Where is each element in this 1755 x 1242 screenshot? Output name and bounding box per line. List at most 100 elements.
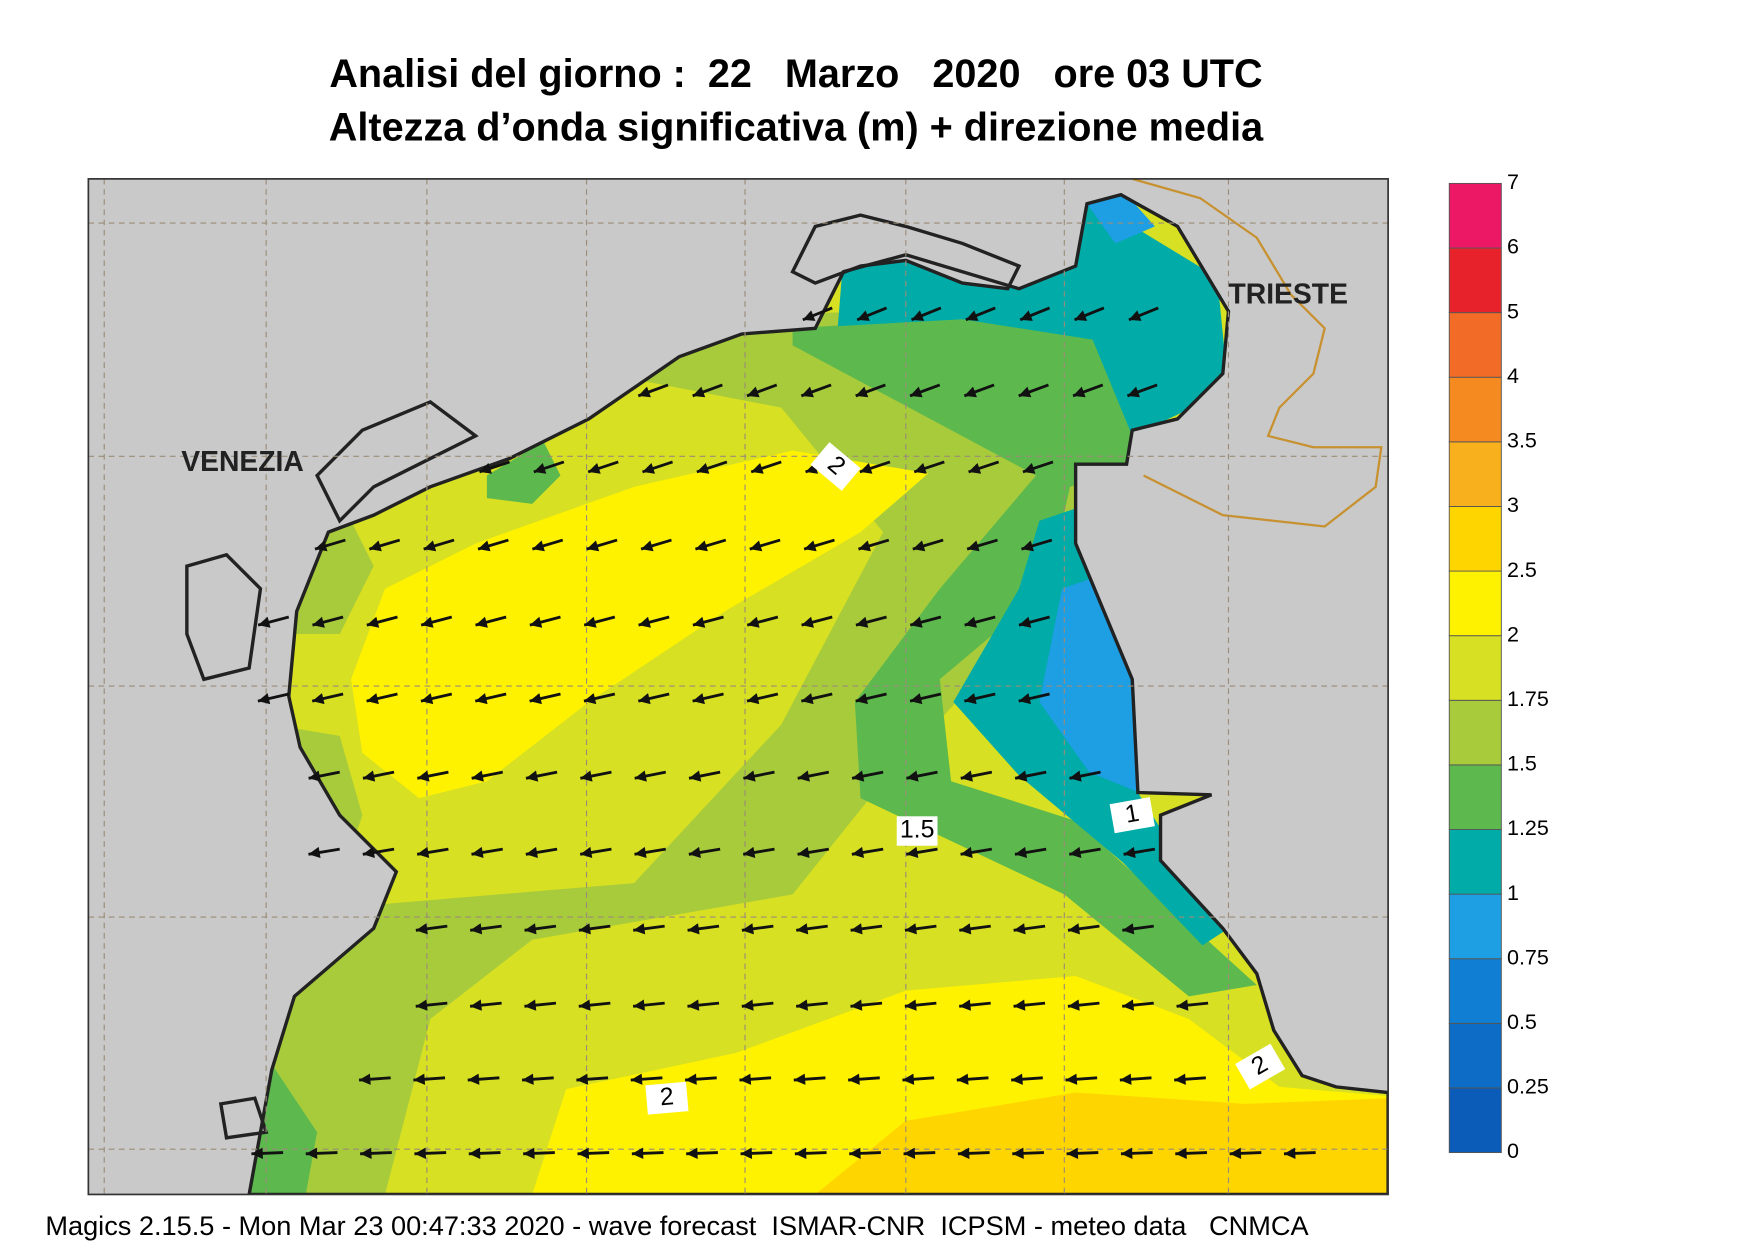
title-line: Analisi del giorno : 22 Marzo 2020 ore 0… <box>329 52 1262 96</box>
colorbar-label: 1.5 <box>1507 752 1537 776</box>
arrow-head <box>583 693 597 705</box>
arrow-head <box>251 1147 263 1159</box>
arrow-head <box>314 540 328 552</box>
contour-label-text: 1 <box>1123 799 1141 829</box>
place-label: VENEZIA <box>181 445 304 477</box>
contour-label: 2 <box>810 442 861 491</box>
arrow-head <box>859 462 873 474</box>
arrow-head <box>1176 999 1189 1011</box>
border <box>1131 178 1383 528</box>
colorbar-segment <box>1448 376 1502 443</box>
arrow-head <box>1119 1073 1132 1085</box>
contour-label: 2 <box>1235 1043 1286 1090</box>
arrow-head <box>475 693 488 705</box>
arrow-head <box>577 1147 590 1159</box>
colorbar-label: 1.25 <box>1507 816 1549 840</box>
arrow-head <box>804 540 817 552</box>
arrow-head <box>584 616 597 628</box>
arrow-head <box>692 616 706 628</box>
contour-labels: 2 1.5 1 2 2 <box>645 442 1286 1115</box>
arrow-head <box>529 693 542 705</box>
arrow-head <box>801 616 814 628</box>
arrow-head <box>855 693 868 705</box>
arrow-head <box>369 540 382 552</box>
arrow-head <box>633 999 645 1011</box>
arrow-head <box>858 540 871 552</box>
arrow-head <box>749 540 763 552</box>
arrow-head <box>793 1073 806 1085</box>
colorbar-segment <box>1448 635 1502 701</box>
arrow-head <box>415 999 428 1011</box>
arrow-head <box>420 693 434 705</box>
arrow-head <box>1123 846 1136 859</box>
arrow-head <box>848 1073 860 1085</box>
arrow-head <box>308 846 321 859</box>
arrow-head <box>641 540 654 552</box>
arrow-head <box>689 770 702 782</box>
arrow-head <box>696 462 710 474</box>
arrow-head <box>630 1073 643 1085</box>
arrow-head <box>423 540 437 552</box>
arrow-head <box>638 693 651 705</box>
colorbar-label: 0.5 <box>1507 1010 1537 1034</box>
contour-label-bg <box>1235 1043 1286 1090</box>
colorbar-label: 0.75 <box>1507 945 1549 969</box>
graticule <box>88 178 1389 1195</box>
arrow-head <box>964 616 977 628</box>
colorbar-label: 2.5 <box>1507 558 1537 582</box>
arrow-head <box>1067 923 1080 935</box>
arrow-head <box>852 770 865 782</box>
arrow-head <box>910 616 923 628</box>
arrow-head <box>638 616 651 628</box>
arrow-head <box>580 770 593 782</box>
arrow-head <box>588 462 601 474</box>
arrow-head <box>362 770 376 782</box>
arrow-head <box>1013 923 1026 935</box>
arrow-head <box>576 1073 589 1085</box>
arrow-head <box>366 693 379 705</box>
arrow-head <box>417 770 430 782</box>
arrow-head <box>796 923 809 935</box>
arrow-head <box>964 693 977 705</box>
arrow-head <box>586 540 600 552</box>
contour-label: 1 <box>1109 797 1155 834</box>
colorbar-segment <box>1448 570 1502 637</box>
arrow-head <box>959 999 972 1011</box>
arrow-head <box>529 616 543 628</box>
arrow-head <box>1069 770 1082 782</box>
arrow-head <box>849 1147 861 1159</box>
arrow-head <box>1122 999 1135 1011</box>
arrow-head <box>751 462 764 474</box>
arrow-head <box>850 999 863 1011</box>
arrow-head <box>479 462 492 474</box>
arrow-head <box>912 540 926 552</box>
arrow-head <box>692 693 705 705</box>
arrow-head <box>910 386 923 398</box>
arrow-head <box>478 540 491 552</box>
arrow-head <box>580 846 593 859</box>
arrow-head <box>578 923 591 935</box>
arrow-head <box>471 846 484 859</box>
arrow-head <box>802 310 816 321</box>
colorbar-segment <box>1448 958 1502 1024</box>
arrow-head <box>695 540 708 552</box>
colorbar-segment <box>1448 1022 1502 1089</box>
colorbar-segment <box>1448 764 1502 830</box>
arrow-head <box>1066 1147 1079 1159</box>
arrow-head <box>634 770 647 782</box>
arrow-head <box>1065 1073 1078 1085</box>
arrow-head <box>525 846 538 859</box>
map-area <box>88 178 1389 1195</box>
arrow-head <box>740 1147 753 1159</box>
arrow-head <box>910 693 923 705</box>
arrow-head <box>794 1147 807 1159</box>
arrow-head <box>960 770 973 782</box>
colorbar-label: 0.25 <box>1507 1075 1549 1099</box>
arrow-head <box>967 540 980 552</box>
arrow-head <box>965 310 979 321</box>
arrow-head <box>1174 1073 1186 1085</box>
arrow-head <box>956 1073 969 1085</box>
colorbar-label: 3 <box>1507 493 1519 517</box>
arrow-head <box>692 386 706 398</box>
